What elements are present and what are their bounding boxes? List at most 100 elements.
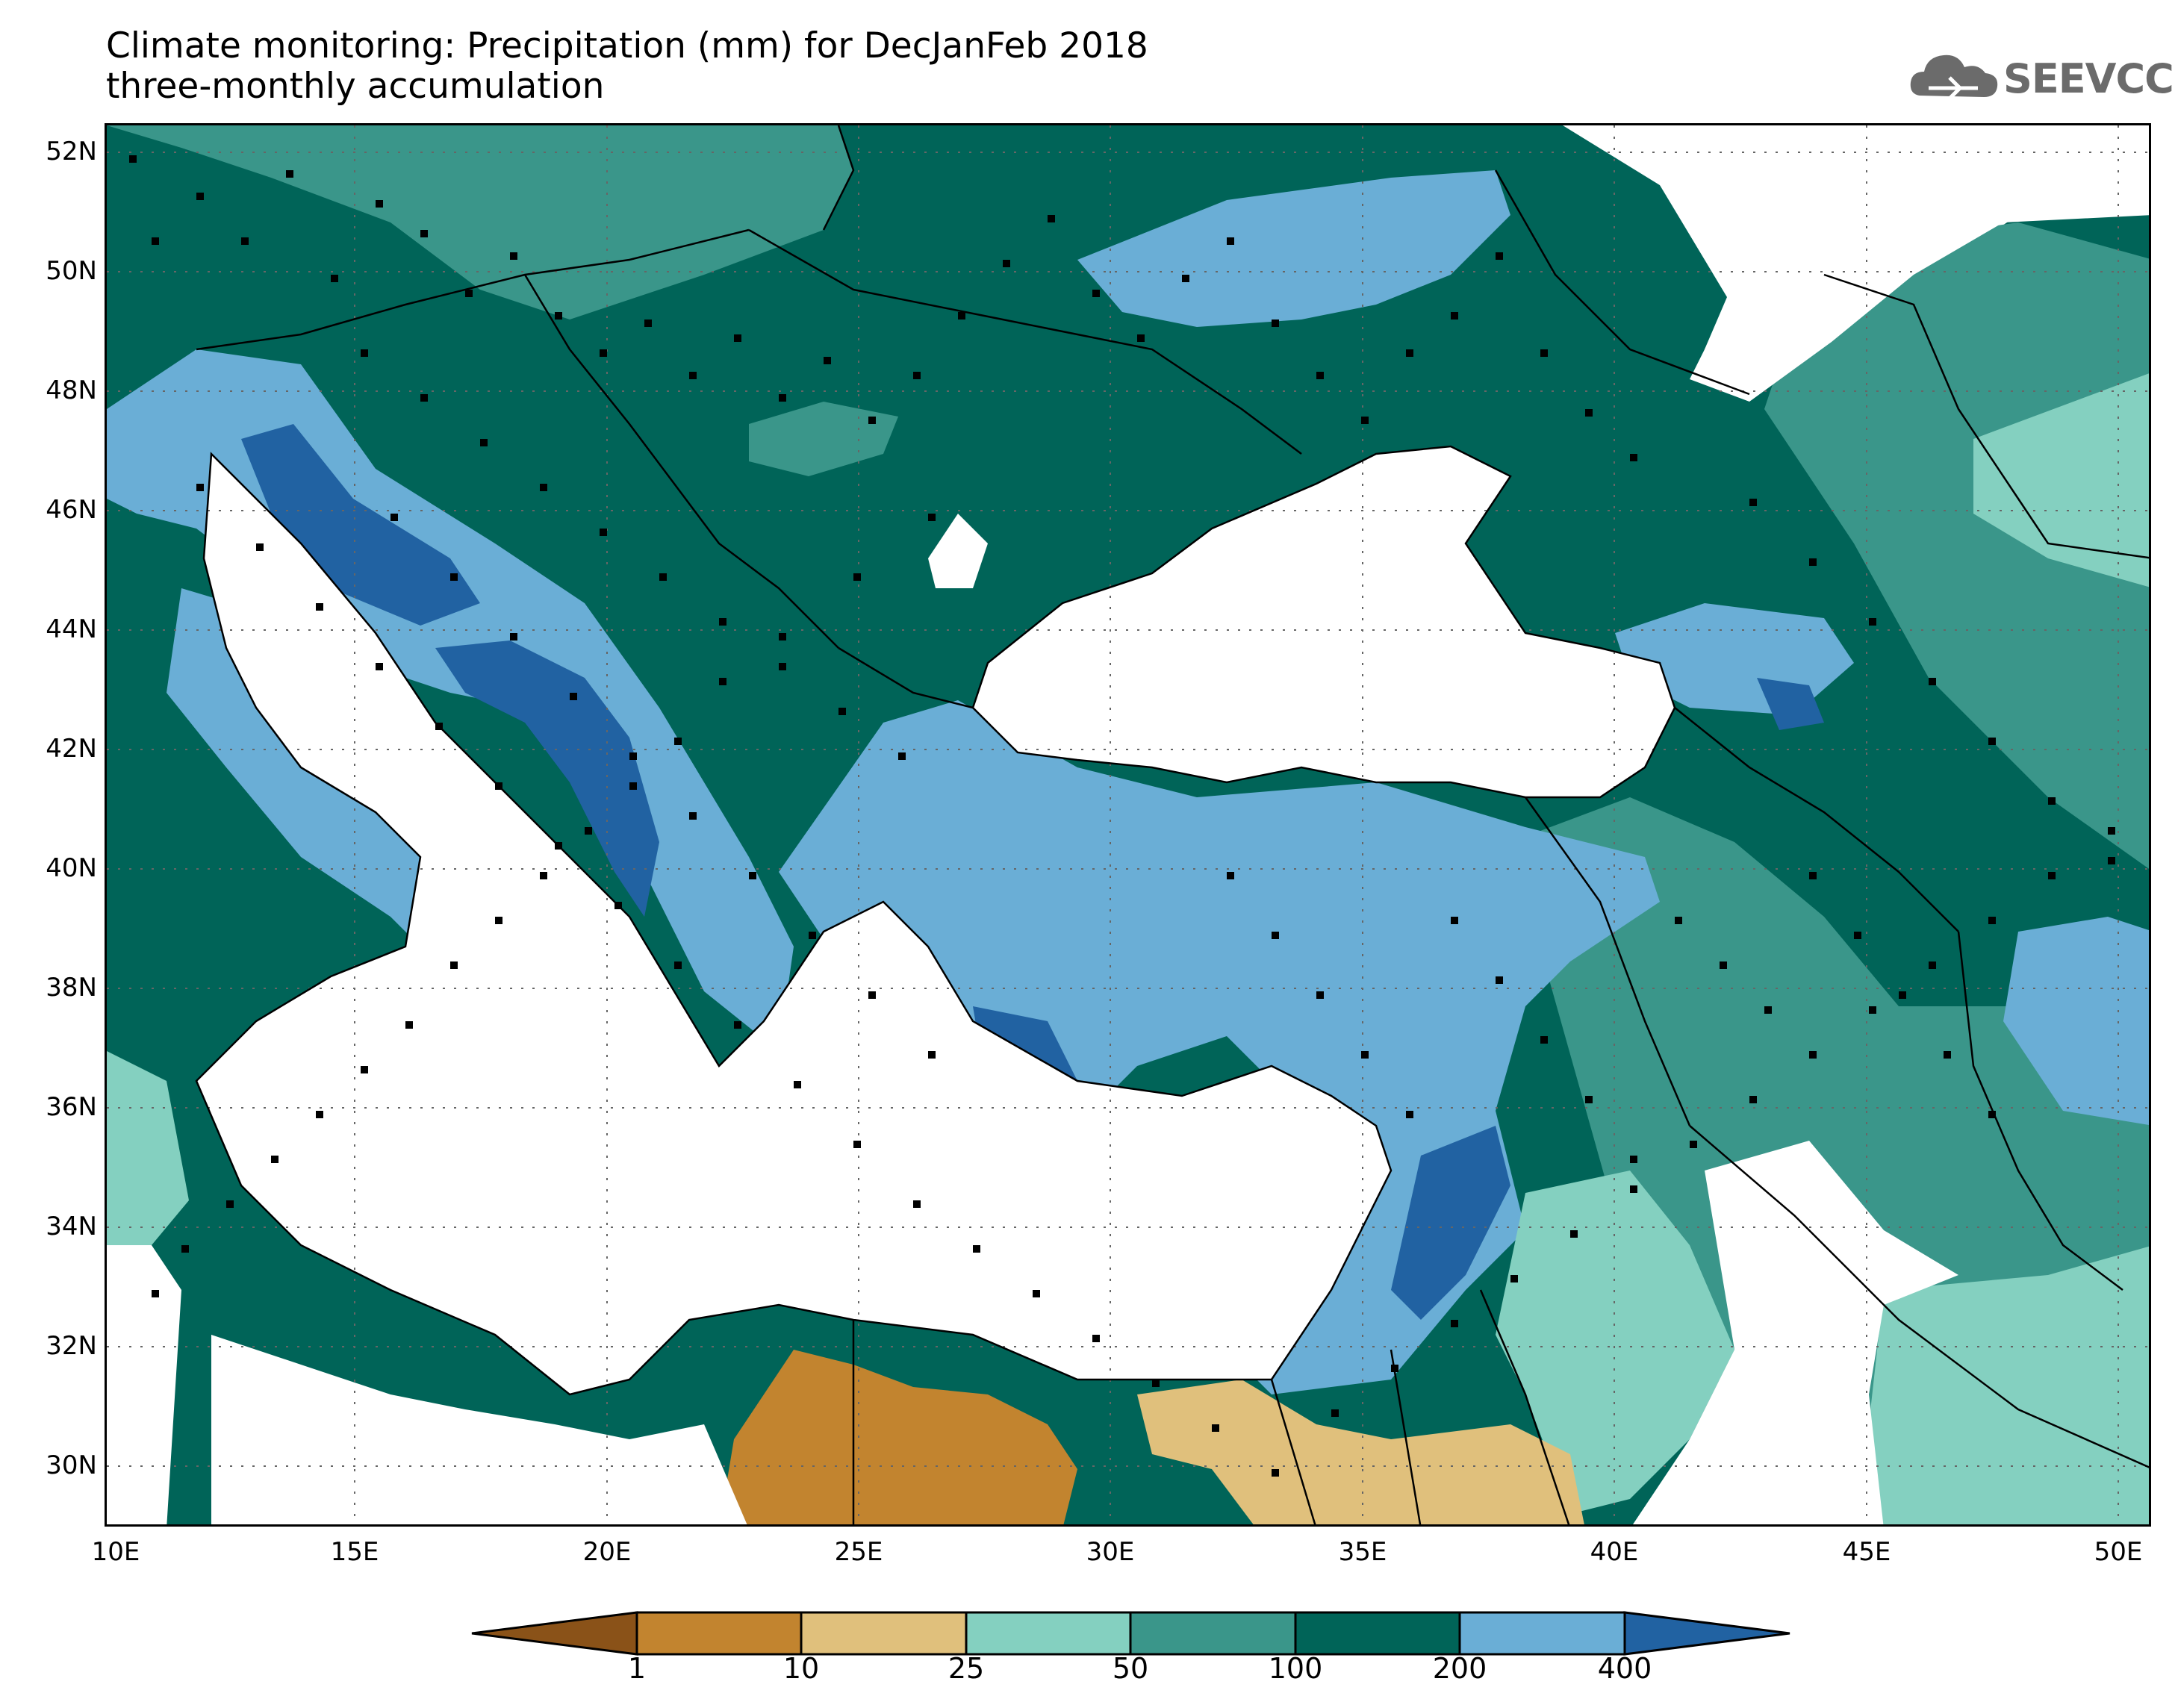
station-marker <box>898 752 906 760</box>
station-marker <box>1630 1185 1637 1193</box>
station-marker <box>928 514 936 521</box>
station-marker <box>2048 872 2056 879</box>
station-marker <box>1630 454 1637 461</box>
station-marker <box>1809 558 1817 566</box>
precipitation-map <box>105 123 2151 1527</box>
lon-label-35e: 35E <box>1338 1537 1387 1567</box>
station-marker <box>1152 1380 1160 1387</box>
station-marker <box>390 514 398 521</box>
colorbar-segment-100-200 <box>1294 1611 1461 1656</box>
station-marker <box>1316 991 1324 999</box>
station-marker <box>1675 917 1682 924</box>
station-marker <box>1137 334 1145 342</box>
station-marker <box>853 573 861 581</box>
station-marker <box>286 170 293 178</box>
station-marker <box>1406 349 1413 357</box>
station-marker <box>226 1200 234 1208</box>
colorbar-segment-200-400 <box>1458 1611 1626 1656</box>
precip-field <box>107 125 2149 1524</box>
station-marker <box>1764 1006 1772 1014</box>
station-marker <box>824 357 831 364</box>
station-marker <box>1406 1111 1413 1118</box>
station-marker <box>1391 1365 1398 1372</box>
station-marker <box>152 1290 159 1297</box>
station-marker <box>1988 738 1996 745</box>
station-marker <box>734 334 741 342</box>
station-marker <box>928 1051 936 1059</box>
lon-label-30e: 30E <box>1086 1537 1135 1567</box>
colorbar-label-400: 400 <box>1597 1652 1652 1685</box>
station-marker <box>1720 961 1727 969</box>
lat-label-48n: 48N <box>46 375 97 405</box>
station-marker <box>2108 857 2115 864</box>
lat-label-40n: 40N <box>46 853 97 883</box>
lon-label-50e: 50E <box>2094 1537 2143 1567</box>
station-marker <box>405 1021 413 1029</box>
colorbar-segment-below-1 <box>471 1611 638 1656</box>
colorbar-label-50: 50 <box>1112 1652 1149 1685</box>
station-marker <box>1451 917 1458 924</box>
station-marker <box>1316 372 1324 379</box>
lon-label-20e: 20E <box>582 1537 632 1567</box>
station-marker <box>435 723 443 730</box>
station-marker <box>1003 260 1010 267</box>
station-marker <box>129 155 137 163</box>
station-marker <box>749 872 756 879</box>
lat-label-32n: 32N <box>46 1331 97 1361</box>
station-marker <box>734 1021 741 1029</box>
station-marker <box>1540 1036 1548 1044</box>
station-marker <box>868 417 876 424</box>
lon-label-10e: 10E <box>91 1537 140 1567</box>
station-marker <box>256 543 264 551</box>
station-marker <box>510 252 517 260</box>
station-marker <box>1451 312 1458 320</box>
station-marker <box>779 394 786 402</box>
colorbar-segment-1-10 <box>635 1611 803 1656</box>
lat-label-42n: 42N <box>46 734 97 764</box>
station-marker <box>1570 1230 1578 1238</box>
station-marker <box>585 827 592 835</box>
station-marker <box>540 484 547 491</box>
station-marker <box>1272 932 1279 939</box>
station-marker <box>2048 797 2056 805</box>
station-markers <box>129 155 2115 1477</box>
station-marker <box>719 618 726 626</box>
station-marker <box>913 1200 921 1208</box>
station-marker <box>1809 872 1817 879</box>
station-marker <box>420 394 428 402</box>
station-marker <box>629 782 637 790</box>
lat-label-34n: 34N <box>46 1212 97 1241</box>
station-marker <box>1451 1320 1458 1327</box>
lon-label-25e: 25E <box>834 1537 883 1567</box>
lat-label-50n: 50N <box>46 256 97 286</box>
station-marker <box>1749 1096 1757 1103</box>
station-marker <box>1510 1275 1518 1282</box>
colorbar-label-100: 100 <box>1268 1652 1323 1685</box>
station-marker <box>868 991 876 999</box>
station-marker <box>1496 976 1503 984</box>
station-marker <box>1227 237 1234 245</box>
station-marker <box>316 603 323 611</box>
colorbar-label-200: 200 <box>1432 1652 1487 1685</box>
station-marker <box>1092 1335 1100 1342</box>
station-marker <box>838 708 846 715</box>
colorbar-segment-25-50 <box>965 1611 1132 1656</box>
station-marker <box>1496 252 1503 260</box>
station-marker <box>1929 678 1936 685</box>
station-marker <box>794 1081 801 1088</box>
colorbar-label-10: 10 <box>782 1652 820 1685</box>
station-marker <box>450 961 458 969</box>
station-marker <box>809 932 816 939</box>
cloud-icon <box>1910 54 1998 100</box>
station-marker <box>1988 917 1996 924</box>
title-line-1: Climate monitoring: Precipitation (mm) f… <box>106 25 1148 66</box>
station-marker <box>1630 1156 1637 1163</box>
station-marker <box>1212 1424 1219 1432</box>
station-marker <box>1540 349 1548 357</box>
station-marker <box>555 842 562 850</box>
station-marker <box>600 349 607 357</box>
station-marker <box>1749 499 1757 506</box>
map-canvas <box>107 125 2149 1524</box>
station-marker <box>271 1156 279 1163</box>
station-marker <box>1182 275 1189 282</box>
